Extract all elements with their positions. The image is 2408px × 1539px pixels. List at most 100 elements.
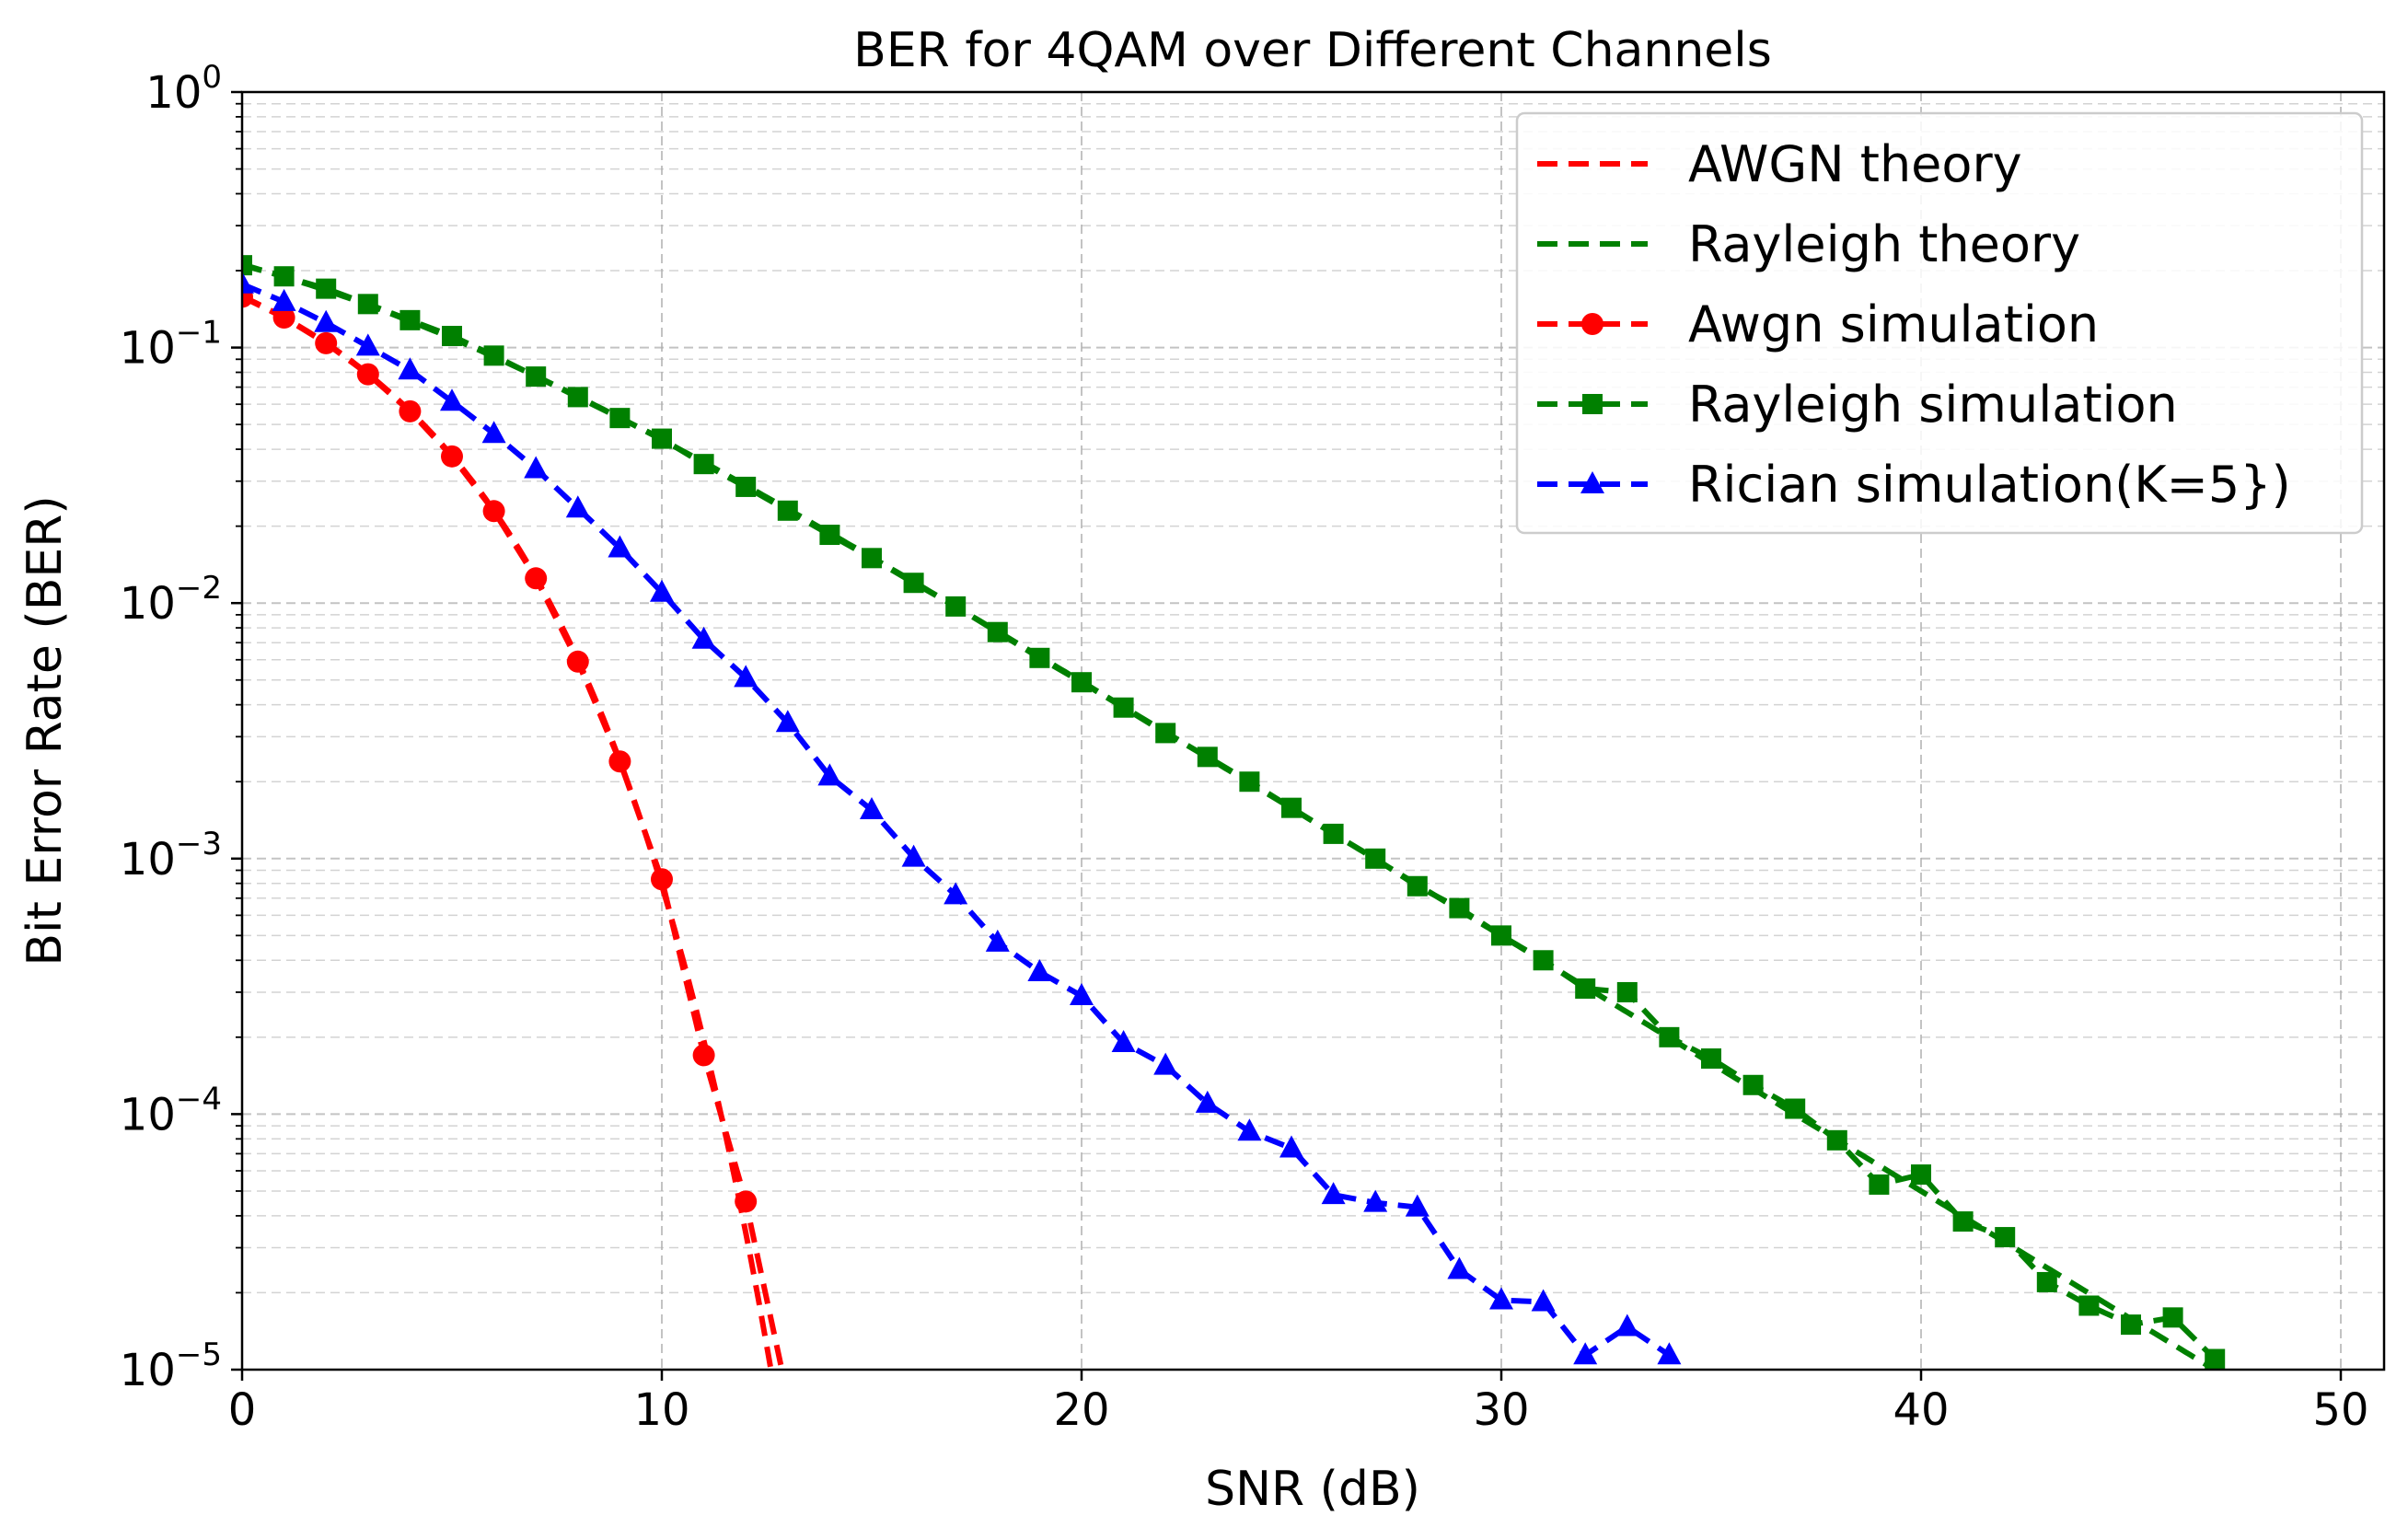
data-point [1491, 925, 1511, 946]
data-point [1153, 1052, 1178, 1075]
legend: AWGN theory Rayleigh theory Awgn simulatio… [1515, 111, 2364, 535]
data-point [1869, 1174, 1890, 1195]
data-point [1363, 1189, 1388, 1212]
data-point [945, 596, 967, 617]
y-tick-label: 10−2 [120, 570, 222, 630]
data-point [315, 331, 338, 354]
legend-label: AWGN theory [1688, 135, 2022, 193]
legend-swatch-marker [1581, 313, 1603, 335]
data-point [1405, 1194, 1430, 1217]
data-point [481, 421, 506, 444]
y-tick-exponent: 0 [202, 59, 222, 96]
data-point [566, 650, 589, 673]
data-point [1533, 950, 1554, 971]
y-tick-base: 10 [120, 323, 176, 375]
legend-item: Rician simulation(K=5}) [1537, 456, 2291, 514]
data-point [398, 357, 423, 380]
legend-label: Rayleigh simulation [1688, 376, 2178, 434]
data-point [2121, 1314, 2141, 1336]
data-point [817, 763, 842, 786]
y-tick-base: 10 [145, 67, 202, 119]
data-point [1447, 1256, 1472, 1279]
data-point [1029, 647, 1050, 668]
data-point [2162, 1307, 2183, 1328]
x-tick-label: 50 [2312, 1384, 2368, 1436]
legend-label: Rayleigh theory [1688, 215, 2080, 273]
data-point [1323, 823, 1344, 844]
data-point [1281, 797, 1302, 818]
data-point [399, 309, 421, 330]
data-point [525, 567, 548, 590]
series-rician-simulation-k-5 [242, 271, 1682, 1365]
data-point [565, 495, 590, 518]
data-point [442, 326, 462, 347]
data-point [1155, 723, 1176, 744]
data-point [1657, 1342, 1682, 1365]
data-point [273, 266, 295, 287]
y-tick-exponent: −5 [176, 1336, 222, 1373]
data-point [1449, 897, 1470, 919]
x-tick-label: 0 [228, 1384, 257, 1436]
series-layer [242, 255, 2226, 1370]
data-point [1573, 1342, 1598, 1365]
x-tick-label: 20 [1053, 1384, 1109, 1436]
data-point [1826, 1129, 1847, 1151]
data-point [651, 868, 673, 891]
y-tick-label: 10−5 [120, 1336, 222, 1396]
y-tick-exponent: −2 [176, 570, 222, 607]
legend-swatch-marker [1580, 471, 1604, 493]
data-point [2036, 1271, 2057, 1292]
legend-label: Rician simulation(K=5}) [1688, 456, 2291, 514]
data-point [526, 366, 547, 388]
data-point [1701, 1048, 1721, 1070]
data-point [1616, 981, 1638, 1002]
data-point [692, 1044, 715, 1067]
data-point [777, 500, 798, 521]
data-point [1659, 1026, 1680, 1047]
data-point [2205, 1348, 2226, 1370]
series-rayleigh-simulation [242, 255, 2226, 1370]
data-point [1195, 1090, 1220, 1113]
legend-frame [1515, 111, 2364, 535]
data-point [272, 288, 296, 311]
series-awgn-simulation [242, 285, 785, 1370]
data-point [242, 255, 252, 276]
y-tick-exponent: −4 [176, 1081, 222, 1117]
y-tick-label: 10−3 [120, 826, 222, 885]
data-point [775, 710, 800, 733]
plot-frame [240, 90, 2386, 1371]
y-tick-base: 10 [120, 1345, 176, 1396]
data-point [693, 454, 714, 475]
data-point [1911, 1164, 1931, 1186]
data-point [1071, 672, 1092, 693]
data-point [1407, 875, 1428, 897]
data-point [819, 525, 840, 546]
legend-item: Rayleigh simulation [1537, 376, 2178, 434]
data-point [355, 333, 380, 356]
legend-item: Rayleigh theory [1537, 215, 2080, 273]
data-point [608, 750, 631, 773]
data-point [1952, 1211, 1974, 1232]
data-point [1489, 1287, 1513, 1310]
data-point [1113, 697, 1134, 718]
data-point [903, 573, 924, 594]
data-point [440, 388, 464, 411]
data-point [399, 399, 422, 422]
data-point [735, 1190, 758, 1213]
y-axis-label: Bit Error Rate (BER) [17, 495, 73, 966]
y-tick-base: 10 [120, 578, 176, 630]
legend-label: Awgn simulation [1688, 295, 2099, 353]
data-point [735, 476, 757, 497]
data-point [985, 929, 1010, 952]
data-point [524, 456, 549, 479]
chart-title: BER for 4QAM over Different Channels [853, 23, 1772, 78]
y-tick-exponent: −1 [176, 315, 222, 352]
x-tick-label: 40 [1893, 1384, 1949, 1436]
data-point [1279, 1135, 1303, 1158]
data-point [1575, 978, 1596, 999]
data-point [652, 428, 672, 449]
y-tick-base: 10 [120, 1089, 176, 1140]
data-point [1070, 983, 1094, 1006]
data-point [482, 500, 505, 523]
